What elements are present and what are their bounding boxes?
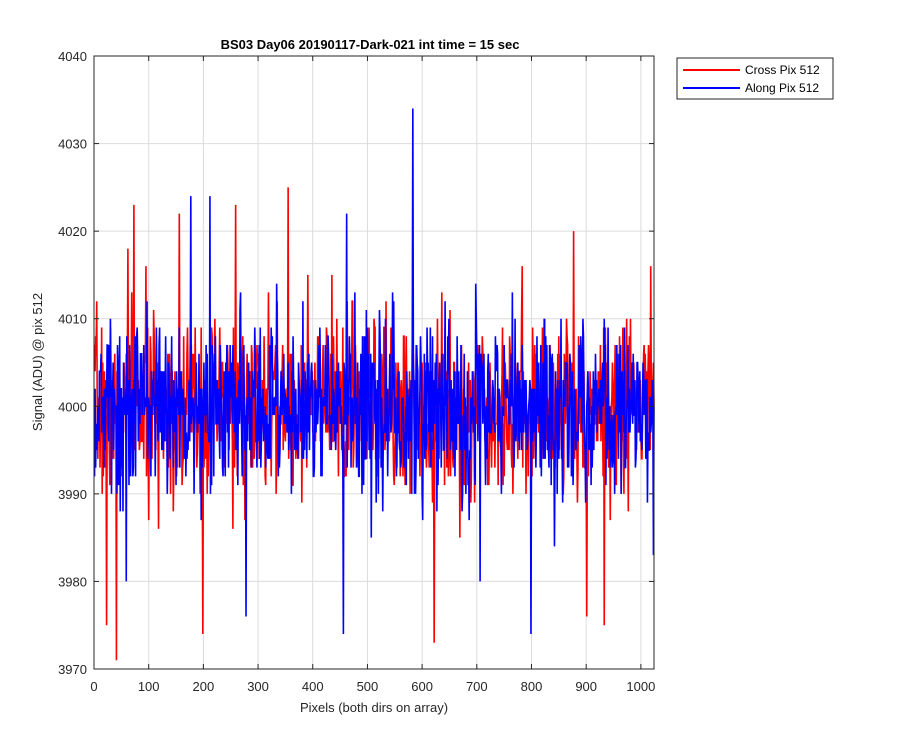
x-tick-label: 300 bbox=[247, 679, 269, 694]
y-tick-label: 4040 bbox=[58, 49, 87, 64]
x-tick-label: 100 bbox=[138, 679, 160, 694]
series-layer bbox=[93, 108, 655, 661]
x-tick-label: 500 bbox=[357, 679, 379, 694]
chart-title: BS03 Day06 20190117-Dark-021 int time = … bbox=[221, 37, 520, 52]
x-tick-label: 0 bbox=[90, 679, 97, 694]
y-axis-label: Signal (ADU) @ pix 512 bbox=[30, 293, 45, 431]
y-tick-label: 3990 bbox=[58, 487, 87, 502]
y-tick-label: 4030 bbox=[58, 137, 87, 152]
y-tick-label: 3970 bbox=[58, 662, 87, 677]
ticks: 0 100 200 300 400 500 600 700 800 900 1000 3970 3980… bbox=[58, 49, 655, 694]
x-tick-label: 600 bbox=[411, 679, 433, 694]
y-tick-label: 4010 bbox=[58, 312, 87, 327]
series-line-along-pix-512 bbox=[93, 108, 655, 634]
y-tick-label: 4020 bbox=[58, 224, 87, 239]
x-tick-label: 900 bbox=[575, 679, 597, 694]
legend: Cross Pix 512 Along Pix 512 bbox=[676, 57, 834, 100]
y-tick-label: 3980 bbox=[58, 574, 87, 589]
legend-label-cross: Cross Pix 512 bbox=[745, 63, 820, 77]
x-axis-label: Pixels (both dirs on array) bbox=[300, 700, 448, 715]
x-tick-label: 1000 bbox=[626, 679, 655, 694]
y-tick-label: 4000 bbox=[58, 399, 87, 414]
plot-frame bbox=[93, 55, 655, 670]
legend-box bbox=[676, 57, 834, 100]
x-tick-label: 700 bbox=[466, 679, 488, 694]
x-tick-label: 400 bbox=[302, 679, 324, 694]
legend-label-along: Along Pix 512 bbox=[745, 81, 819, 95]
x-tick-label: 800 bbox=[521, 679, 543, 694]
x-tick-label: 200 bbox=[193, 679, 215, 694]
